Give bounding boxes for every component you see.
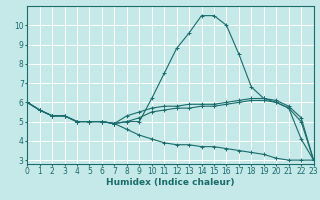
X-axis label: Humidex (Indice chaleur): Humidex (Indice chaleur) [106,178,235,187]
